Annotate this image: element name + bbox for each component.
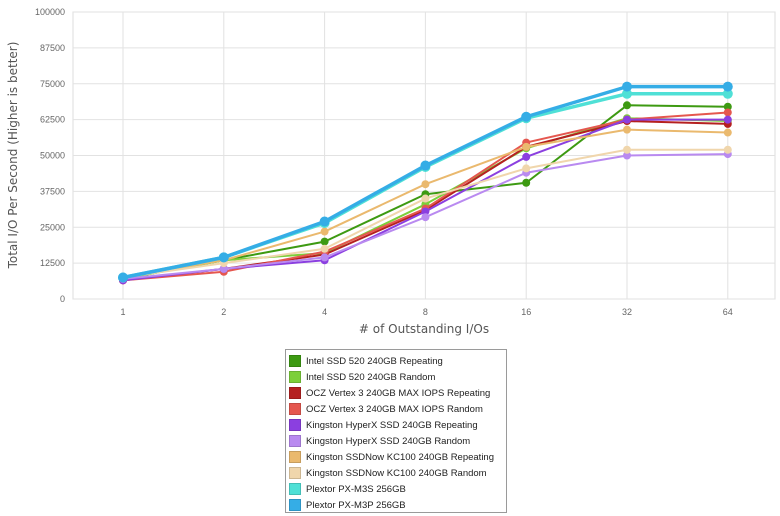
x-tick-label: 1 <box>120 307 125 317</box>
legend-item: Kingston HyperX SSD 240GB Repeating <box>289 417 506 433</box>
data-point <box>320 237 329 246</box>
data-point <box>522 142 531 151</box>
data-point <box>623 101 631 110</box>
data-point <box>320 227 329 236</box>
legend-label: Plextor PX-M3P 256GB <box>306 499 406 511</box>
legend-label: Plextor PX-M3S 256GB <box>306 483 406 495</box>
legend-item: Intel SSD 520 240GB Repeating <box>289 353 506 369</box>
data-point <box>623 151 631 160</box>
legend-item: OCZ Vertex 3 240GB MAX IOPS Random <box>289 401 506 417</box>
x-axis-title: # of Outstanding I/Os <box>359 322 489 336</box>
legend-swatch <box>289 451 301 463</box>
legend-swatch <box>289 467 301 479</box>
data-point <box>723 108 732 117</box>
y-tick-label: 100000 <box>35 7 65 17</box>
legend-label: Kingston SSDNow KC100 240GB Random <box>306 467 487 479</box>
y-tick-label: 75000 <box>40 79 65 89</box>
data-point <box>622 88 632 99</box>
data-point <box>723 128 732 137</box>
y-tick-label: 25000 <box>40 222 65 232</box>
y-tick-label: 50000 <box>40 151 65 161</box>
chart-legend: Intel SSD 520 240GB Repeating Intel SSD 5… <box>285 349 507 513</box>
y-tick-label: 37500 <box>40 186 65 196</box>
legend-swatch <box>289 419 301 431</box>
data-point <box>320 253 329 262</box>
legend-item: Plextor PX-M3P 256GB <box>289 497 506 513</box>
y-tick-label: 0 <box>60 294 65 304</box>
x-tick-label: 16 <box>521 307 531 317</box>
data-point <box>420 160 431 171</box>
y-tick-label: 87500 <box>40 43 65 53</box>
data-point <box>723 145 732 154</box>
legend-label: Kingston SSDNow KC100 240GB Repeating <box>306 451 495 463</box>
legend-swatch <box>289 483 301 495</box>
data-point <box>623 125 631 134</box>
legend-item: Kingston SSDNow KC100 240GB Random <box>289 465 506 481</box>
legend-item: Intel SSD 520 240GB Random <box>289 369 506 385</box>
data-point <box>421 194 430 203</box>
legend-label: Intel SSD 520 240GB Repeating <box>306 355 443 367</box>
legend-label: Kingston HyperX SSD 240GB Repeating <box>306 419 478 431</box>
y-axis-title: Total I/O Per Second (Higher is better) <box>6 42 20 270</box>
x-tick-label: 32 <box>622 307 632 317</box>
series-8 <box>119 145 732 282</box>
data-point <box>623 145 631 154</box>
data-point <box>421 180 430 189</box>
grid-lines <box>72 11 776 300</box>
legend-item: Kingston HyperX SSD 240GB Random <box>289 433 506 449</box>
y-tick-label: 12500 <box>40 258 65 268</box>
legend-swatch <box>289 355 301 367</box>
data-point <box>522 152 531 161</box>
data-point <box>421 207 430 216</box>
data-point <box>723 115 732 124</box>
legend-label: Intel SSD 520 240GB Random <box>306 371 436 383</box>
legend-item: OCZ Vertex 3 240GB MAX IOPS Repeating <box>289 385 506 401</box>
x-tick-label: 8 <box>423 307 428 317</box>
data-point <box>522 178 531 187</box>
data-point <box>723 102 732 111</box>
legend-item: Kingston SSDNow KC100 240GB Repeating <box>289 449 506 465</box>
y-tick-label: 62500 <box>40 115 65 125</box>
series-lines <box>118 81 733 285</box>
legend-label: OCZ Vertex 3 240GB MAX IOPS Random <box>306 403 483 415</box>
legend-swatch <box>289 435 301 447</box>
x-tick-label: 2 <box>221 307 226 317</box>
series-10 <box>118 81 733 283</box>
legend-item: Plextor PX-M3S 256GB <box>289 481 506 497</box>
y-axis-ticks: 0 12500 25000 37500 50000 62500 75000 87500 1000… <box>35 7 65 304</box>
legend-label: OCZ Vertex 3 240GB MAX IOPS Repeating <box>306 387 491 399</box>
data-point <box>118 272 128 283</box>
legend-label: Kingston HyperX SSD 240GB Random <box>306 435 471 447</box>
data-point <box>421 213 430 222</box>
legend-swatch <box>289 499 301 511</box>
data-point <box>319 216 330 227</box>
legend-swatch <box>289 371 301 383</box>
x-axis-ticks: 1 2 4 8 16 32 64 <box>120 307 732 317</box>
data-point <box>622 81 632 92</box>
data-point <box>521 111 532 122</box>
data-point <box>522 164 531 173</box>
x-tick-label: 4 <box>322 307 327 317</box>
data-point <box>623 115 631 124</box>
data-point <box>722 81 733 92</box>
data-point <box>218 252 229 263</box>
legend-swatch <box>289 387 301 399</box>
legend-swatch <box>289 403 301 415</box>
data-point <box>219 264 228 273</box>
data-point <box>320 244 329 253</box>
data-point <box>722 88 733 99</box>
x-tick-label: 64 <box>723 307 733 317</box>
